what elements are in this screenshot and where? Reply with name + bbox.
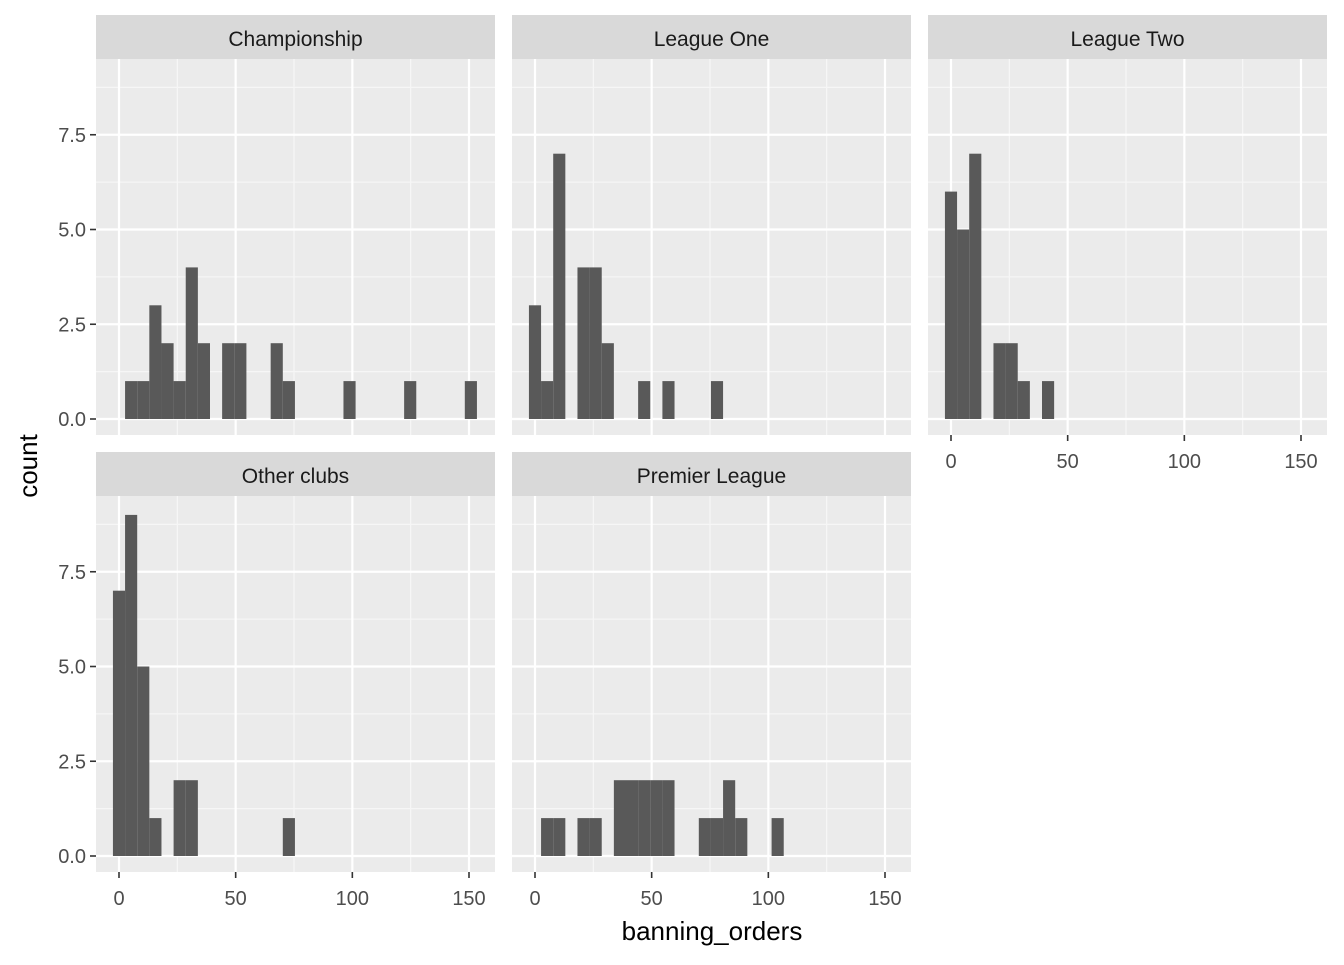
plot-panel — [96, 496, 495, 872]
histogram-bar — [404, 381, 417, 419]
plot-panel — [512, 496, 911, 872]
x-tick-label: 50 — [641, 888, 663, 910]
histogram-bar — [282, 381, 295, 419]
histogram-bar — [1042, 381, 1055, 419]
y-tick-label: 7.5 — [58, 562, 86, 584]
histogram-bar — [553, 818, 566, 856]
histogram-bar — [125, 514, 138, 856]
histogram-bar — [710, 818, 724, 856]
facet-strip-label: Other clubs — [242, 465, 349, 488]
histogram-bar — [137, 381, 150, 419]
facet-strip — [928, 15, 1327, 59]
histogram-bar — [270, 343, 283, 419]
x-tick-label: 50 — [225, 888, 247, 910]
x-tick-label: 50 — [1057, 451, 1079, 473]
x-axis-title: banning_orders — [622, 916, 803, 946]
histogram-bar — [125, 381, 138, 419]
histogram-bar — [464, 381, 477, 419]
histogram-bar — [735, 818, 748, 856]
facet-strip-label: League Two — [1070, 28, 1184, 51]
histogram-bar — [112, 590, 126, 856]
histogram-bar — [185, 780, 198, 856]
histogram-bar — [173, 780, 186, 856]
histogram-bar — [589, 267, 602, 419]
x-tick-label: 150 — [452, 888, 485, 910]
y-tick-label: 5.0 — [58, 220, 86, 242]
facet-panel-league-one: League One — [512, 15, 911, 435]
plot-panel — [512, 59, 911, 435]
histogram-bar — [662, 381, 675, 419]
histogram-bar — [969, 153, 982, 419]
histogram-bar — [1017, 381, 1030, 419]
x-tick-label: 100 — [1168, 451, 1201, 473]
x-tick-label: 0 — [113, 888, 124, 910]
histogram-bar — [149, 305, 162, 419]
histogram-bar — [723, 780, 736, 856]
histogram-bar — [613, 780, 626, 856]
histogram-bar — [149, 818, 162, 856]
histogram-bar — [626, 780, 639, 856]
histogram-bar — [197, 343, 210, 419]
histogram-bar — [650, 780, 663, 856]
y-axis-title: count — [13, 433, 43, 497]
x-tick-label: 0 — [945, 451, 956, 473]
histogram-bar — [710, 381, 724, 419]
histogram-bar — [638, 381, 651, 419]
histogram-bar — [1005, 343, 1018, 419]
histogram-bar — [698, 818, 711, 856]
facet-strip — [512, 15, 911, 59]
histogram-bar — [577, 818, 590, 856]
histogram-bar — [541, 381, 554, 419]
y-tick-label: 0.0 — [58, 409, 86, 431]
histogram-bar — [282, 818, 295, 856]
plot-panel — [928, 59, 1327, 435]
histogram-bar — [541, 818, 554, 856]
facet-strip — [96, 15, 495, 59]
histogram-bar — [589, 818, 602, 856]
histogram-bar — [185, 267, 198, 419]
facet-panel-league-two: League Two 0 50 100 150 — [928, 15, 1327, 473]
histogram-bar — [343, 381, 356, 419]
histogram-bar — [137, 666, 150, 856]
facet-strip — [96, 452, 495, 496]
facet-strip-label: League One — [654, 28, 770, 51]
facet-strip-label: Premier League — [637, 465, 786, 488]
histogram-bar — [577, 267, 590, 419]
x-tick-label: 150 — [1284, 451, 1317, 473]
y-tick-label: 0.0 — [58, 846, 86, 868]
facet-panel-premier-league: Premier League 0 50 100 150 — [512, 452, 911, 910]
histogram-bar — [173, 381, 186, 419]
histogram-bar — [944, 191, 958, 419]
y-tick-label: 5.0 — [58, 657, 86, 679]
histogram-bar — [638, 780, 651, 856]
x-tick-label: 150 — [868, 888, 901, 910]
histogram-bar — [771, 818, 784, 856]
facet-panel-other-clubs: Other clubs 0.0 2.5 5.0 7.5 0 50 100 150 — [58, 452, 495, 910]
histogram-bar — [222, 343, 235, 419]
histogram-bar — [993, 343, 1006, 419]
y-tick-label: 7.5 — [58, 125, 86, 147]
histogram-bar — [161, 343, 174, 419]
x-tick-label: 0 — [529, 888, 540, 910]
facet-panel-championship: Championship 0.0 2.5 5.0 7.5 — [58, 15, 495, 435]
facet-strip-label: Championship — [228, 28, 362, 51]
histogram-bar — [528, 305, 542, 419]
facet-strip — [512, 452, 911, 496]
histogram-bar — [662, 780, 675, 856]
histogram-bar — [234, 343, 247, 419]
x-tick-label: 100 — [336, 888, 369, 910]
histogram-bar — [601, 343, 614, 419]
histogram-bar — [553, 153, 566, 419]
x-tick-label: 100 — [752, 888, 785, 910]
histogram-bar — [957, 229, 970, 419]
y-tick-label: 2.5 — [58, 751, 86, 773]
y-tick-label: 2.5 — [58, 314, 86, 336]
